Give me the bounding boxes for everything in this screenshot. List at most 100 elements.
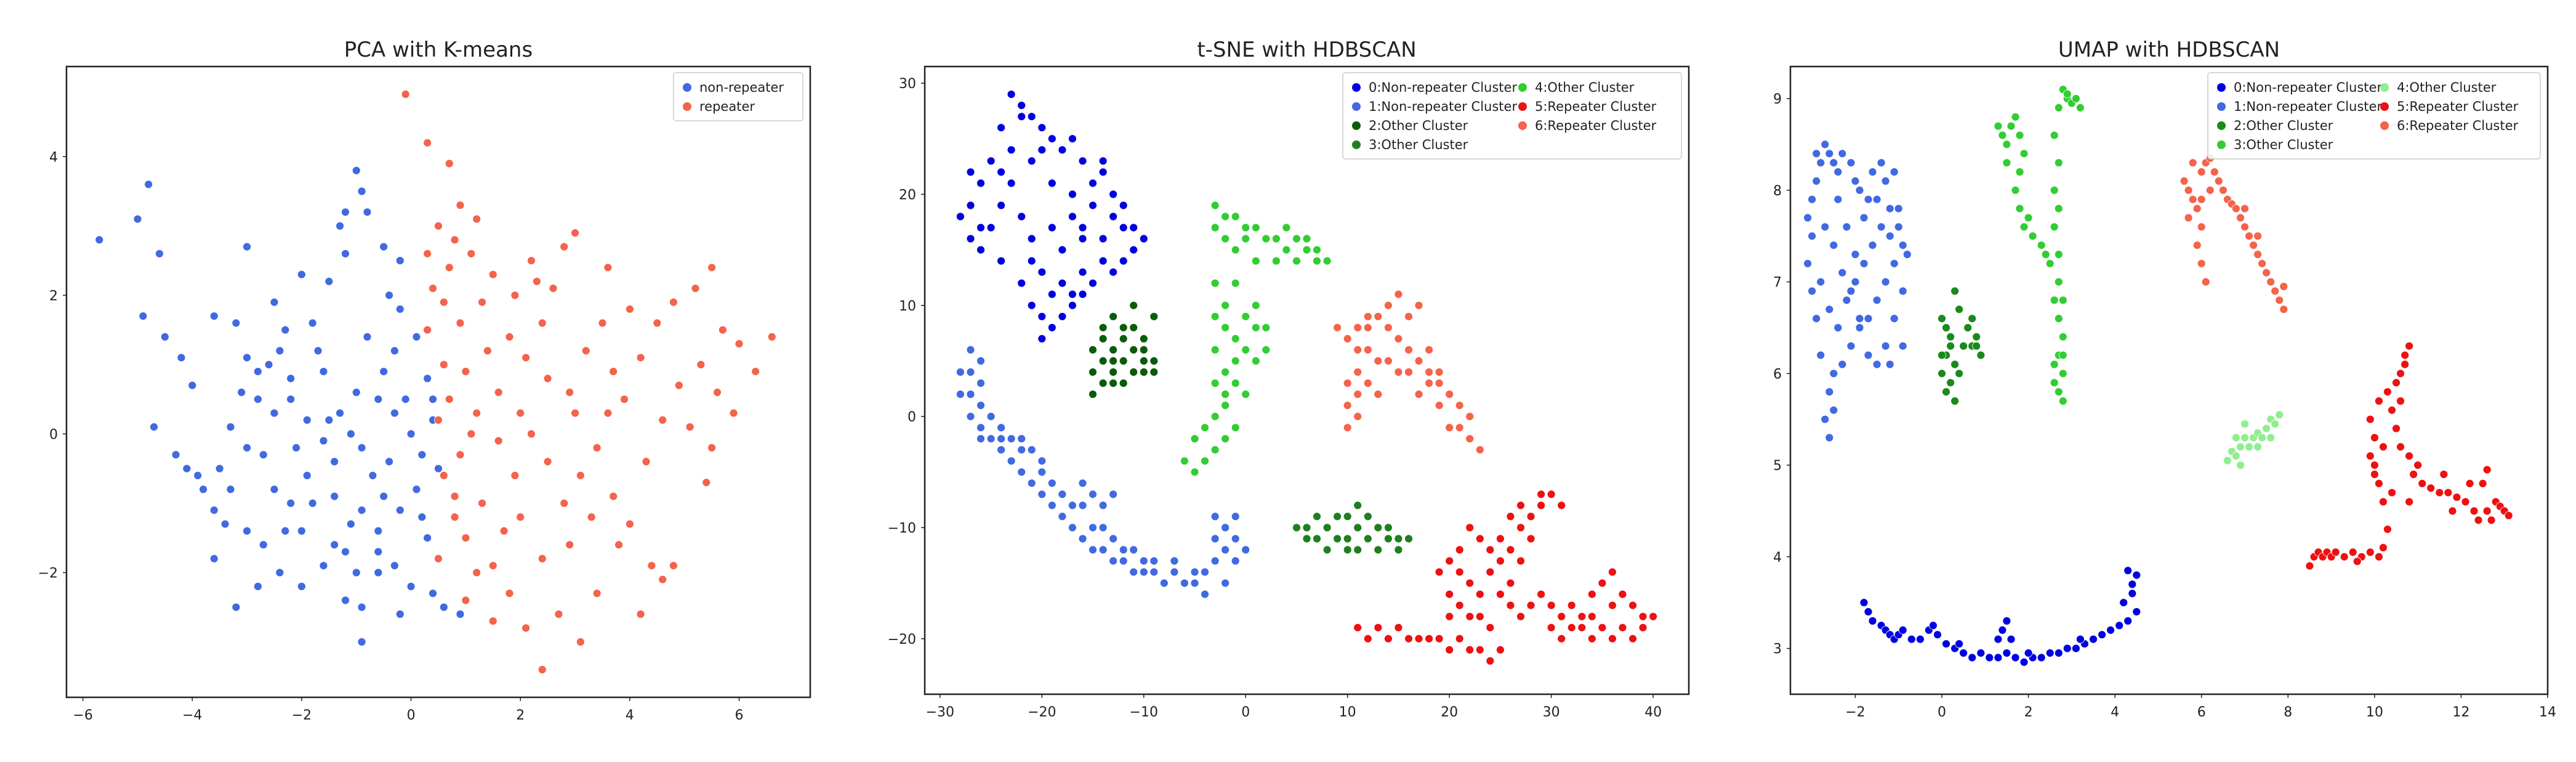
data-point [1343,401,1352,410]
data-point [1955,369,1964,378]
data-point [2444,488,2453,497]
data-point [1129,323,1138,332]
data-point [1129,301,1138,310]
data-point [2002,158,2011,168]
data-point [1868,241,1877,250]
data-point [1190,468,1199,477]
data-point [735,339,744,348]
data-point [1302,245,1311,254]
series-1 [956,90,1148,343]
data-point [966,201,975,210]
data-point [1885,360,1894,369]
data-point [1098,168,1108,177]
data-point [395,256,405,265]
data-point [1007,179,1016,188]
data-point [1322,523,1332,532]
data-point [2050,131,2059,140]
data-point [319,367,328,376]
data-point [554,610,563,618]
data-point [1877,222,1886,232]
data-point [1846,341,1856,351]
data-point [609,367,618,376]
x-tick-label: 10 [2366,705,2383,720]
data-point [297,527,306,535]
data-point [1946,378,1955,387]
data-point [1129,567,1138,577]
data-point [406,429,416,439]
data-point [1353,390,1362,399]
data-point [2050,185,2059,195]
data-point [696,360,706,369]
data-point [527,256,536,265]
data-point [357,638,366,646]
data-point [1210,556,1220,565]
data-point [1353,545,1362,554]
data-point [1414,301,1423,310]
data-point [1139,357,1148,365]
series-1 [1859,566,2141,667]
data-point [472,214,481,224]
data-point [1098,156,1108,166]
data-point [1404,346,1413,354]
data-point [2037,653,2046,662]
data-point [614,540,623,549]
data-point [434,554,443,563]
data-point [1139,234,1148,243]
data-point [1047,501,1057,510]
data-point [1089,201,1097,210]
data-point [1383,357,1393,365]
data-point [1968,653,1977,662]
data-point [2383,387,2392,396]
data-point [374,527,383,535]
data-point [2089,634,2098,644]
data-point [1526,601,1536,610]
data-point [1445,612,1454,621]
data-point [966,168,975,177]
data-point [1089,523,1097,532]
data-point [440,471,448,480]
data-point [297,582,306,591]
data-point [2245,442,2253,452]
data-point [537,665,547,674]
data-point [1821,140,1830,149]
data-point [2063,89,2072,99]
data-point [412,333,421,341]
data-point [516,408,525,418]
data-point [429,284,437,293]
x-tick-label: 0 [407,708,416,723]
data-point [2435,488,2444,497]
data-point [286,395,296,403]
x-tick-label: 30 [1543,705,1560,720]
data-point [336,221,344,230]
data-point [1149,312,1159,321]
data-point [2024,649,2033,657]
data-point [1068,301,1077,310]
data-point [1210,512,1220,521]
legend-label: 2:Other Cluster [2234,118,2333,133]
data-point [1231,278,1240,288]
legend-marker [2380,83,2389,92]
data-point [1946,332,1955,341]
data-point [1089,368,1097,376]
data-point [445,159,454,168]
y-tick-label: 2 [49,288,58,304]
data-point [1465,412,1475,421]
data-point [1812,314,1821,323]
data-point [1139,346,1148,354]
data-point [2275,296,2284,305]
data-point [2015,131,2024,140]
data-point [395,506,405,515]
data-point [2197,259,2206,268]
data-point [1547,623,1556,632]
data-point [281,325,290,334]
series-3 [1089,301,1159,399]
data-point [336,408,344,418]
data-point [2054,649,2063,657]
data-point [1353,412,1362,421]
data-point [2439,470,2449,479]
data-point [1383,523,1393,532]
y-tick-label: 4 [1773,550,1782,565]
data-point [1027,112,1036,121]
data-point [1833,323,1843,332]
data-point [565,388,574,397]
